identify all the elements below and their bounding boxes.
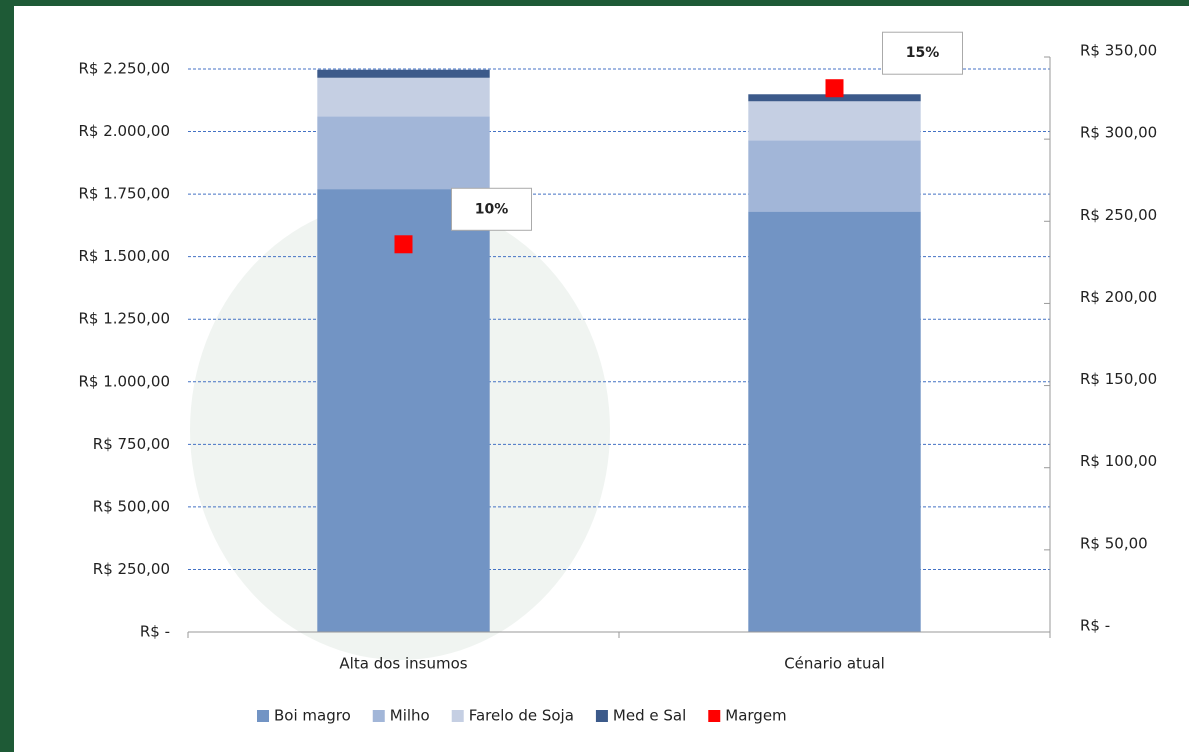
legend-swatch: [372, 710, 385, 722]
y2-tick-label: R$ 150,00: [1080, 370, 1157, 388]
legend-label: Boi magro: [274, 707, 351, 725]
y2-tick-label: R$ -: [1080, 617, 1110, 635]
legend-label: Farelo de Soja: [469, 707, 574, 725]
x-tick-label: Alta dos insumos: [339, 655, 467, 673]
label-box: [451, 187, 532, 231]
bar-segment: [748, 94, 921, 102]
y-tick-label: R$ 1.500,00: [78, 247, 170, 265]
legend-swatch: [595, 710, 608, 722]
margin-point: [825, 79, 844, 98]
y2-tick-label: R$ 300,00: [1080, 124, 1157, 142]
bar-segment: [748, 211, 921, 633]
y2-tick-label: R$ 350,00: [1080, 42, 1157, 60]
y2-tick-label: R$ 100,00: [1080, 452, 1157, 470]
y-tick-label: R$ 250,00: [93, 560, 170, 578]
y-tick-label: R$ 2.000,00: [78, 122, 170, 140]
bar-segment: [748, 140, 921, 212]
y2-tick-label: R$ 200,00: [1080, 288, 1157, 306]
y-tick-label: R$ -: [140, 623, 170, 641]
bar-segment: [317, 116, 490, 190]
bar-segment: [317, 69, 490, 78]
legend-label: Margem: [725, 707, 786, 725]
y2-tick-label: R$ 50,00: [1080, 534, 1148, 552]
y-tick-label: R$ 2.250,00: [78, 60, 170, 78]
margin-point: [394, 235, 413, 254]
y-tick-label: R$ 500,00: [93, 497, 170, 515]
point-label: 10%: [475, 201, 509, 217]
bar-segment: [317, 189, 490, 632]
label-box: [882, 31, 963, 75]
legend-swatch: [708, 710, 721, 722]
y-tick-label: R$ 1.750,00: [78, 185, 170, 203]
bar-segment: [748, 101, 921, 141]
x-tick-label: Cénario atual: [784, 655, 885, 673]
y-tick-label: R$ 750,00: [93, 435, 170, 453]
y2-tick-label: R$ 250,00: [1080, 206, 1157, 224]
point-label: 15%: [906, 45, 940, 61]
legend-swatch: [451, 710, 464, 722]
legend-label: Med e Sal: [613, 707, 686, 725]
legend-swatch: [257, 710, 269, 722]
bar-segment: [317, 77, 490, 117]
y-tick-label: R$ 1.250,00: [78, 310, 170, 328]
y-tick-label: R$ 1.000,00: [78, 372, 170, 390]
legend-label: Milho: [390, 707, 430, 725]
